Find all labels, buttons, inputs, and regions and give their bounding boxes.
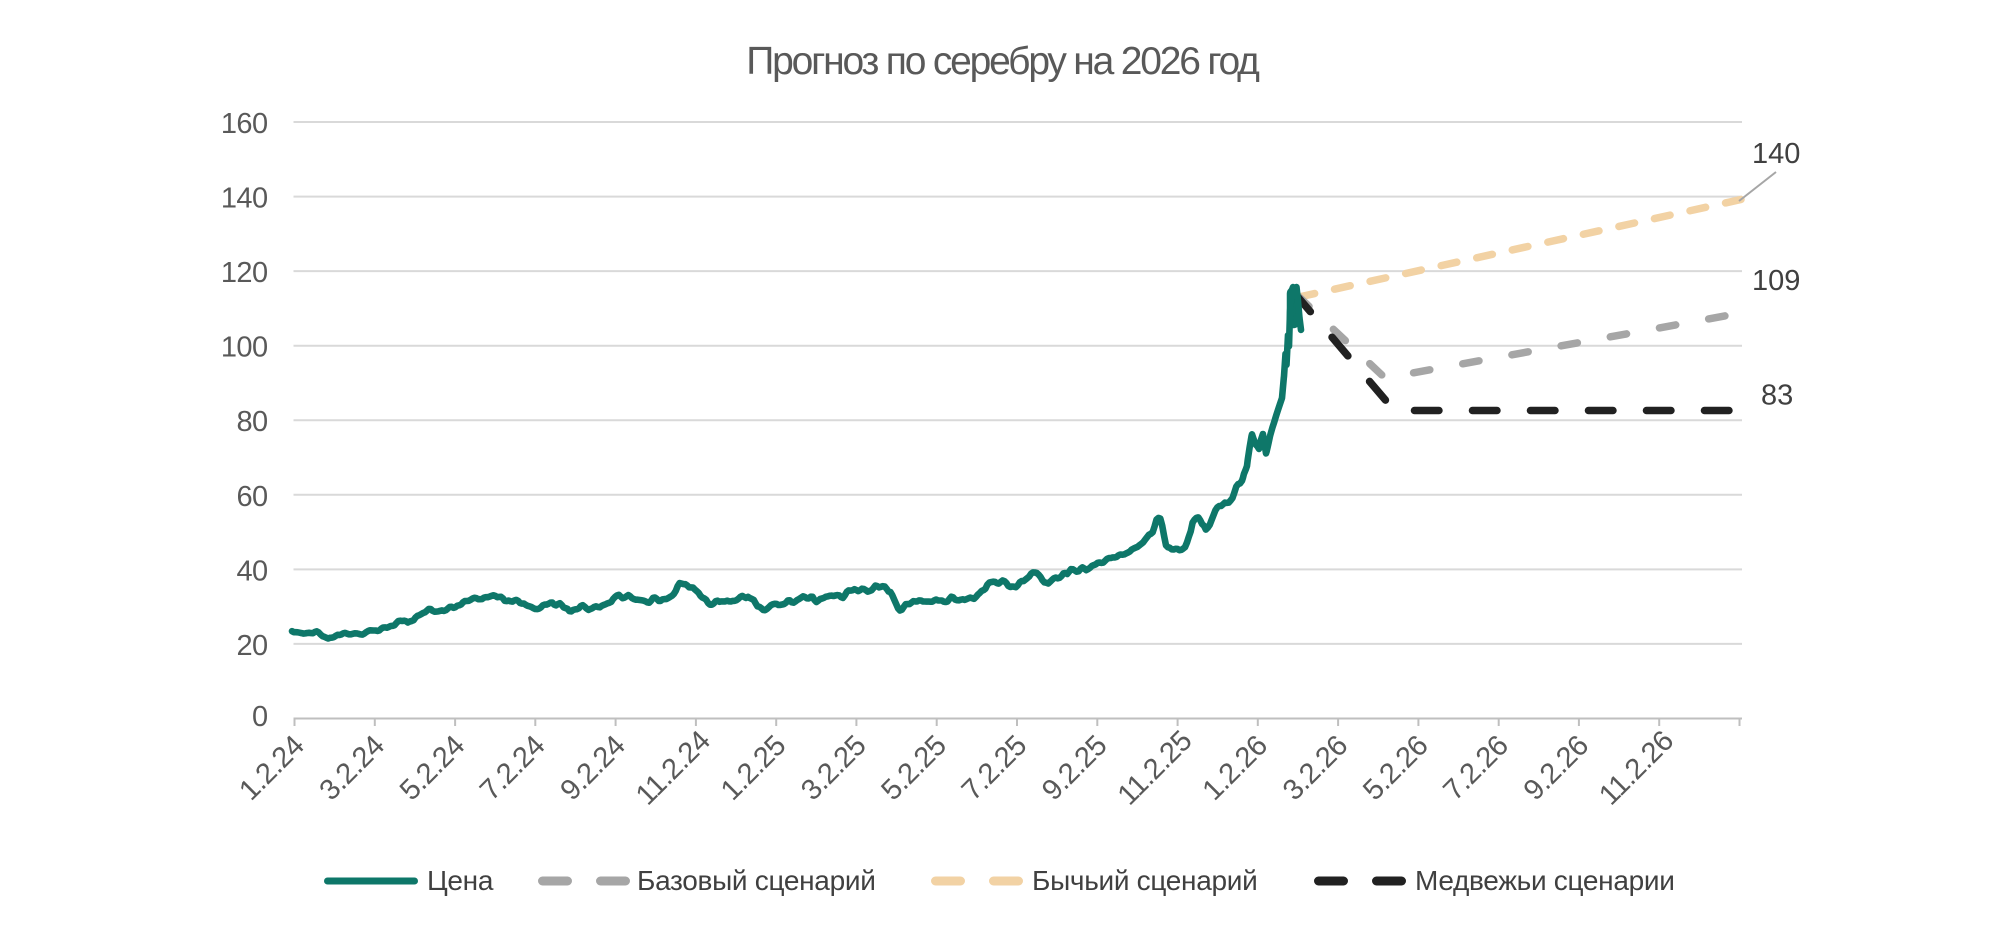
svg-text:160: 160 — [221, 108, 268, 140]
svg-text:120: 120 — [221, 257, 268, 289]
svg-text:83: 83 — [1761, 380, 1793, 412]
svg-text:Прогноз по серебру на 2026 год: Прогноз по серебру на 2026 год — [746, 40, 1260, 83]
svg-text:Базовый сценарий: Базовый сценарий — [637, 865, 876, 896]
svg-text:140: 140 — [1752, 138, 1800, 170]
svg-text:80: 80 — [236, 406, 267, 438]
svg-text:109: 109 — [1752, 265, 1800, 297]
svg-text:Бычьий сценарий: Бычьий сценарий — [1032, 865, 1257, 896]
svg-text:100: 100 — [221, 332, 268, 364]
svg-text:40: 40 — [236, 555, 267, 587]
svg-text:140: 140 — [221, 183, 268, 215]
svg-text:Цена: Цена — [427, 865, 494, 896]
svg-text:0: 0 — [252, 701, 268, 733]
svg-text:60: 60 — [236, 481, 267, 513]
svg-text:Медвежьи сценарии: Медвежьи сценарии — [1415, 865, 1675, 896]
svg-text:20: 20 — [236, 630, 267, 662]
